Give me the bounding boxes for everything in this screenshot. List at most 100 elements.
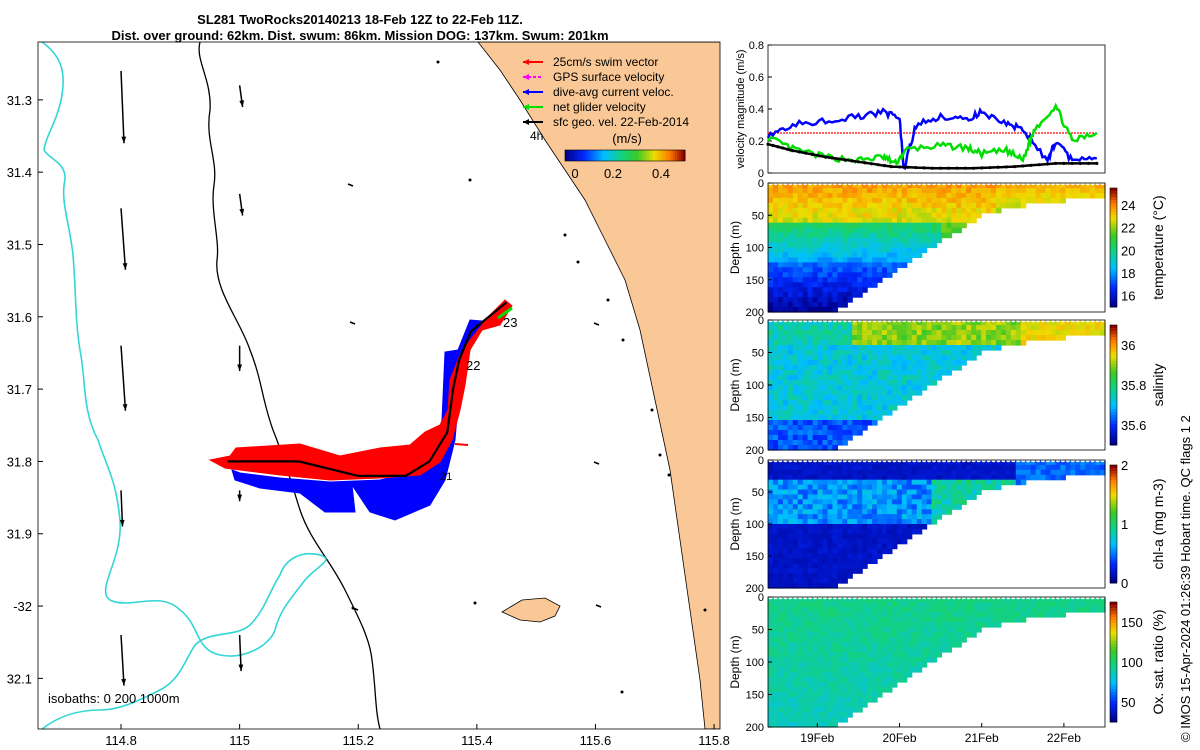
section-cell bbox=[886, 479, 893, 486]
section-cell bbox=[827, 524, 834, 530]
section-cell bbox=[886, 257, 893, 263]
section-cell bbox=[832, 627, 838, 633]
section-colorbar-cell bbox=[1110, 686, 1117, 690]
section-cell bbox=[777, 484, 784, 491]
section-cell bbox=[822, 202, 829, 209]
section-cell bbox=[901, 533, 908, 540]
section-cell bbox=[951, 365, 957, 371]
section-cell bbox=[877, 183, 883, 189]
section-cell bbox=[777, 370, 784, 376]
section-cell bbox=[777, 583, 784, 589]
section-cell bbox=[822, 435, 829, 441]
section-cell bbox=[837, 410, 843, 416]
section-cell bbox=[946, 192, 952, 199]
section-cell bbox=[847, 425, 853, 431]
section-cell bbox=[787, 578, 794, 584]
colorbar-cell bbox=[677, 150, 680, 161]
section-cell bbox=[772, 330, 779, 336]
section-cell bbox=[822, 677, 829, 683]
section-cell bbox=[1065, 597, 1071, 603]
section-cell bbox=[971, 617, 977, 623]
section-cell bbox=[862, 637, 868, 643]
section-cell bbox=[837, 632, 843, 638]
section-cell bbox=[832, 504, 838, 510]
section-cell bbox=[827, 345, 834, 351]
section-cell bbox=[1040, 597, 1047, 603]
section-cell bbox=[837, 415, 843, 421]
section-cell bbox=[832, 662, 838, 668]
section-cell bbox=[991, 197, 997, 204]
section-cell bbox=[777, 232, 784, 239]
section-cell bbox=[867, 499, 873, 505]
velocity-geo-marker bbox=[1045, 162, 1050, 166]
section-cell bbox=[772, 183, 779, 189]
section-cell bbox=[817, 519, 824, 525]
section-cell bbox=[777, 528, 784, 535]
section-cell bbox=[906, 325, 913, 331]
section-cell bbox=[792, 494, 799, 500]
section-cell bbox=[842, 375, 848, 381]
section-cell bbox=[768, 370, 774, 376]
section-cell bbox=[901, 617, 908, 623]
section-cell bbox=[966, 335, 972, 341]
section-cell bbox=[817, 533, 824, 540]
section-cell bbox=[1000, 469, 1007, 476]
section-cell bbox=[847, 365, 853, 371]
section-cell bbox=[931, 202, 938, 209]
section-cell bbox=[1090, 602, 1096, 608]
section-cell bbox=[842, 489, 848, 496]
section-cell bbox=[772, 558, 779, 564]
map-y-tick-label: 31.3 bbox=[7, 93, 32, 108]
section-cell bbox=[931, 355, 938, 361]
section-cell bbox=[852, 375, 858, 381]
section-cell bbox=[797, 360, 804, 366]
section-cell bbox=[862, 335, 868, 341]
section-cell bbox=[862, 524, 868, 530]
section-cell bbox=[857, 524, 863, 530]
map-y-tick-label: 31.9 bbox=[7, 527, 32, 542]
section-cell bbox=[802, 637, 809, 643]
section-cell bbox=[827, 267, 834, 273]
section-cell bbox=[941, 612, 948, 618]
section-cell bbox=[847, 652, 853, 658]
section-cell bbox=[817, 712, 824, 718]
section-cell bbox=[827, 712, 834, 718]
section-cell bbox=[991, 187, 997, 194]
section-cell bbox=[852, 632, 858, 638]
section-cell bbox=[842, 202, 848, 209]
section-cell bbox=[822, 445, 829, 451]
section-cell bbox=[768, 217, 774, 224]
section-cell bbox=[842, 612, 848, 618]
section-cell bbox=[862, 282, 868, 288]
section-cell bbox=[867, 227, 873, 234]
section-cell bbox=[857, 548, 863, 555]
section-cell bbox=[777, 607, 784, 613]
section-cell bbox=[782, 717, 789, 723]
geo-velocity-arrowhead bbox=[237, 364, 243, 372]
section-cell bbox=[847, 667, 853, 673]
section-cell bbox=[1065, 320, 1071, 326]
section-cell bbox=[886, 345, 893, 351]
colorbar-cell bbox=[593, 150, 596, 161]
section-cell bbox=[966, 207, 972, 214]
section-cell bbox=[936, 622, 943, 628]
section-cell bbox=[807, 543, 814, 550]
section-cell bbox=[886, 489, 893, 496]
section-cell bbox=[906, 257, 913, 263]
section-cell bbox=[827, 672, 834, 678]
section-cell bbox=[1005, 469, 1012, 476]
map-x-tick-label: 114.8 bbox=[105, 733, 137, 748]
section-cell bbox=[862, 183, 868, 189]
section-cell bbox=[896, 242, 903, 249]
section-colorbar-cell bbox=[1110, 509, 1117, 513]
section-cell bbox=[847, 494, 853, 500]
colorbar-cell bbox=[609, 150, 612, 161]
section-cell bbox=[777, 504, 784, 510]
section-cell bbox=[995, 202, 1002, 209]
section-cell bbox=[768, 242, 774, 249]
section-cell bbox=[946, 350, 952, 356]
section-cell bbox=[792, 583, 799, 589]
section-cell bbox=[872, 514, 878, 520]
section-cell bbox=[782, 657, 789, 663]
section-colorbar-cell bbox=[1110, 535, 1117, 540]
